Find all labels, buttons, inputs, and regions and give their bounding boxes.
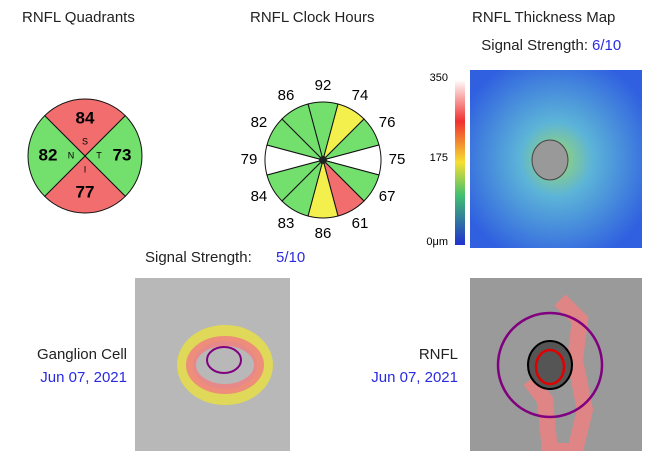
scan-circle <box>496 311 604 419</box>
clock-value: 82 <box>251 114 268 131</box>
clock-chart: 92 74 76 75 67 61 86 83 84 79 82 86 <box>241 77 406 242</box>
scale-label: 350 <box>430 72 448 84</box>
quadrant-value: 73 <box>113 145 132 164</box>
clock-value: 83 <box>278 215 295 232</box>
cup-margin <box>534 348 566 386</box>
clock-value: 67 <box>379 188 396 205</box>
quadrant-sector <box>43 155 127 214</box>
color-scale <box>455 80 465 245</box>
clock-value: 86 <box>278 87 295 104</box>
quadrant-sector <box>84 114 143 198</box>
clock-value: 84 <box>251 188 268 205</box>
quadrant-letter: S <box>82 136 88 146</box>
clock-value: 76 <box>379 114 396 131</box>
clock-value: 79 <box>241 151 258 168</box>
quadrant-value: 77 <box>76 182 95 201</box>
quadrant-sector <box>27 114 86 198</box>
scale-label: 0μm <box>426 236 448 248</box>
signal-label: Signal Strength: <box>481 37 588 54</box>
quadrant-value: 84 <box>76 108 95 127</box>
quadrant-letter: T <box>96 150 102 160</box>
quadrant-value: 82 <box>39 145 58 164</box>
quadrant-letter: I <box>84 164 87 174</box>
rnfl-label: RNFL <box>419 346 458 363</box>
rnfl-date: Jun 07, 2021 <box>371 369 458 386</box>
ganglion-overlay <box>177 325 273 405</box>
disc-margin <box>527 340 573 390</box>
clock-value: 61 <box>352 215 369 232</box>
signal-label: Signal Strength: <box>145 249 252 266</box>
clock-value: 92 <box>315 77 332 94</box>
ganglion-label: Ganglion Cell <box>37 346 127 363</box>
clock-sector <box>281 103 324 162</box>
optic-disc <box>531 139 569 181</box>
scale-label: 175 <box>430 152 448 164</box>
rnfl-overlay <box>523 294 594 451</box>
signal-value: 6/10 <box>592 37 621 54</box>
clock-title: RNFL Clock Hours <box>250 9 374 26</box>
ganglion-date: Jun 07, 2021 <box>40 369 127 386</box>
fovea-ring <box>206 346 242 374</box>
clock-center <box>319 156 327 164</box>
clock-value: 75 <box>389 151 406 168</box>
signal-value: 5/10 <box>276 249 305 266</box>
clock-value: 86 <box>315 225 332 242</box>
quadrants-title: RNFL Quadrants <box>22 9 135 26</box>
map-title: RNFL Thickness Map <box>472 9 615 26</box>
quadrant-chart: 84 S 73 T 77 I 82 N <box>27 98 143 214</box>
quadrant-letter: N <box>68 150 75 160</box>
ganglion-overlay <box>186 336 264 394</box>
clock-value: 74 <box>352 87 369 104</box>
quadrant-sector <box>43 98 127 157</box>
